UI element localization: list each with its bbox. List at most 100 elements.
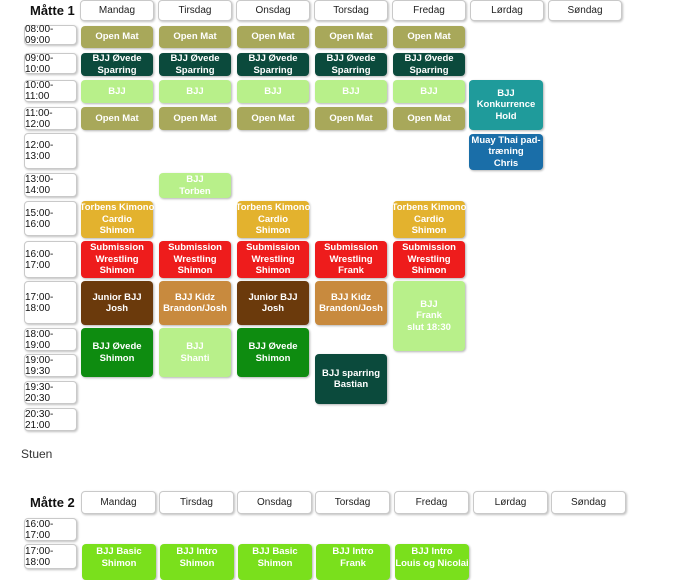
- class-block[interactable]: BJJ Øvede Sparring: [159, 53, 231, 76]
- class-block[interactable]: BJJ Konkurrence Hold: [469, 80, 543, 130]
- class-block[interactable]: Open Mat: [315, 26, 387, 48]
- class-block[interactable]: BJJ Intro Louis og Nicolai: [395, 544, 469, 580]
- class-block-line: Josh: [105, 303, 129, 314]
- time-slot-2: 10:00-11:00: [24, 80, 77, 102]
- class-block-line: Shimon: [255, 352, 291, 364]
- class-block[interactable]: BJJ: [315, 80, 387, 103]
- class-block-line: Wrestling: [251, 253, 295, 265]
- class-block[interactable]: BJJ: [81, 80, 153, 103]
- class-block-line: Junior BJJ: [92, 291, 142, 303]
- mat2-day-header-2: Onsdag: [237, 491, 312, 514]
- class-block[interactable]: BJJ Torben: [159, 173, 231, 198]
- time-slot-11: 19:30-20:30: [24, 381, 77, 404]
- class-block[interactable]: Open Mat: [315, 107, 387, 130]
- class-block[interactable]: BJJ Kidz Brandon/Josh: [315, 281, 387, 325]
- class-block-line: Submission: [168, 242, 222, 254]
- class-block-line: Wrestling: [407, 253, 451, 265]
- class-block-line: BJJ Øvede: [248, 53, 298, 64]
- class-block[interactable]: BJJ Kidz Brandon/Josh: [159, 281, 231, 325]
- mat2-day-header-5: Lørdag: [473, 491, 548, 514]
- class-block-line: Louis og Nicolai: [395, 557, 469, 569]
- class-block-line: Shimon: [99, 265, 135, 277]
- class-block[interactable]: Open Mat: [393, 107, 465, 130]
- class-block[interactable]: Open Mat: [237, 107, 309, 130]
- time-slot-4: 12:00-13:00: [24, 133, 77, 169]
- time-slot-6: 15:00-16:00: [24, 201, 77, 236]
- class-block[interactable]: BJJ Øvede Sparring: [81, 53, 153, 76]
- class-block-line: Torbens Kimono: [79, 202, 155, 214]
- class-block[interactable]: BJJ: [159, 80, 231, 103]
- class-block[interactable]: Open Mat: [81, 107, 153, 130]
- class-block-line: Shimon: [99, 352, 135, 364]
- class-block[interactable]: BJJ Øvede Sparring: [393, 53, 465, 76]
- class-block-line: Shimon: [177, 265, 213, 277]
- class-block[interactable]: Torbens Kimono Cardio Shimon: [235, 201, 311, 238]
- class-block[interactable]: Submission Wrestling Shimon: [159, 241, 231, 278]
- class-block-line: Sparring: [409, 64, 449, 76]
- class-block-line: BJJ Basic: [252, 546, 298, 557]
- class-block-line: BJJ Øvede: [248, 341, 298, 352]
- class-block[interactable]: Torbens Kimono Cardio Shimon: [392, 201, 466, 238]
- class-block[interactable]: BJJ: [393, 80, 465, 103]
- mat2-time-slot-1: 17:00-18:00: [24, 544, 77, 569]
- class-block-line: Chris: [493, 157, 519, 169]
- class-block[interactable]: BJJ Basic Shimon: [238, 544, 312, 580]
- class-block[interactable]: Muay Thai pad-træning Chris: [469, 134, 543, 170]
- class-block[interactable]: BJJ Frank slut 18:30: [393, 281, 465, 351]
- class-block[interactable]: BJJ Øvede Shimon: [81, 328, 153, 377]
- class-block[interactable]: Submission Wrestling Shimon: [393, 241, 465, 278]
- class-block[interactable]: BJJ Shanti: [159, 328, 231, 377]
- class-block[interactable]: Open Mat: [237, 26, 309, 48]
- class-block[interactable]: BJJ Basic Shimon: [82, 544, 156, 580]
- class-block-line: BJJ: [342, 85, 360, 97]
- class-block[interactable]: BJJ sparring Bastian: [315, 354, 387, 404]
- class-block-line: Shimon: [99, 225, 135, 237]
- class-block-line: Hold: [495, 110, 517, 122]
- class-block[interactable]: Open Mat: [159, 26, 231, 48]
- class-block[interactable]: BJJ Øvede Sparring: [237, 53, 309, 76]
- class-block-line: Konkurrence: [476, 99, 536, 111]
- class-block[interactable]: BJJ Intro Shimon: [160, 544, 234, 580]
- day-header-2: Onsdag: [236, 0, 310, 21]
- class-block-line: Shimon: [179, 557, 215, 569]
- class-block[interactable]: BJJ Intro Frank: [316, 544, 390, 580]
- mat2-time-slot-0: 16:00-17:00: [24, 518, 77, 541]
- class-block-line: Torbens Kimono: [235, 202, 311, 214]
- day-header-0: Mandag: [80, 0, 154, 21]
- class-block[interactable]: BJJ Øvede Sparring: [315, 53, 387, 76]
- class-block-line: BJJ Intro: [332, 546, 374, 557]
- class-block[interactable]: Torbens Kimono Cardio Shimon: [79, 201, 155, 238]
- class-block[interactable]: Submission Wrestling Frank: [315, 241, 387, 278]
- class-block-line: Open Mat: [329, 112, 373, 124]
- class-block-line: Brandon/Josh: [319, 303, 383, 314]
- class-block-line: Bastian: [333, 379, 369, 390]
- class-block[interactable]: BJJ Øvede Shimon: [237, 328, 309, 377]
- time-slot-8: 17:00-18:00: [24, 281, 77, 324]
- mat2-day-header-3: Torsdag: [315, 491, 390, 514]
- class-block-line: Open Mat: [251, 31, 295, 43]
- class-block[interactable]: Submission Wrestling Shimon: [81, 241, 153, 278]
- class-block-line: Open Mat: [407, 31, 451, 43]
- time-slot-5: 13:00-14:00: [24, 173, 77, 197]
- time-slot-12: 20:30-21:00: [24, 408, 77, 431]
- class-block[interactable]: Submission Wrestling Shimon: [237, 241, 309, 278]
- class-block-line: Muay Thai pad-: [471, 134, 541, 146]
- mat2-day-header-4: Fredag: [394, 491, 469, 514]
- class-block[interactable]: Junior BJJ Josh: [81, 281, 153, 325]
- class-block-line: BJJ Øvede: [326, 53, 376, 64]
- class-block[interactable]: Open Mat: [81, 26, 153, 48]
- class-block[interactable]: Junior BJJ Josh: [237, 281, 309, 325]
- class-block-line: Frank: [340, 557, 366, 569]
- class-block-line: Brandon/Josh: [163, 303, 227, 314]
- section-label-stuen: Stuen: [21, 447, 53, 461]
- mat2-day-header-0: Mandag: [81, 491, 156, 514]
- day-header-5: Lørdag: [470, 0, 544, 21]
- class-block-line: BJJ Intro: [176, 546, 218, 557]
- class-block-line: Shimon: [101, 557, 137, 569]
- class-block[interactable]: Open Mat: [393, 26, 465, 48]
- class-block-line: Shimon: [255, 265, 291, 277]
- class-block-line: Cardio: [257, 213, 289, 225]
- class-block[interactable]: Open Mat: [159, 107, 231, 130]
- class-block-line: BJJ: [186, 174, 204, 185]
- class-block[interactable]: BJJ: [237, 80, 309, 103]
